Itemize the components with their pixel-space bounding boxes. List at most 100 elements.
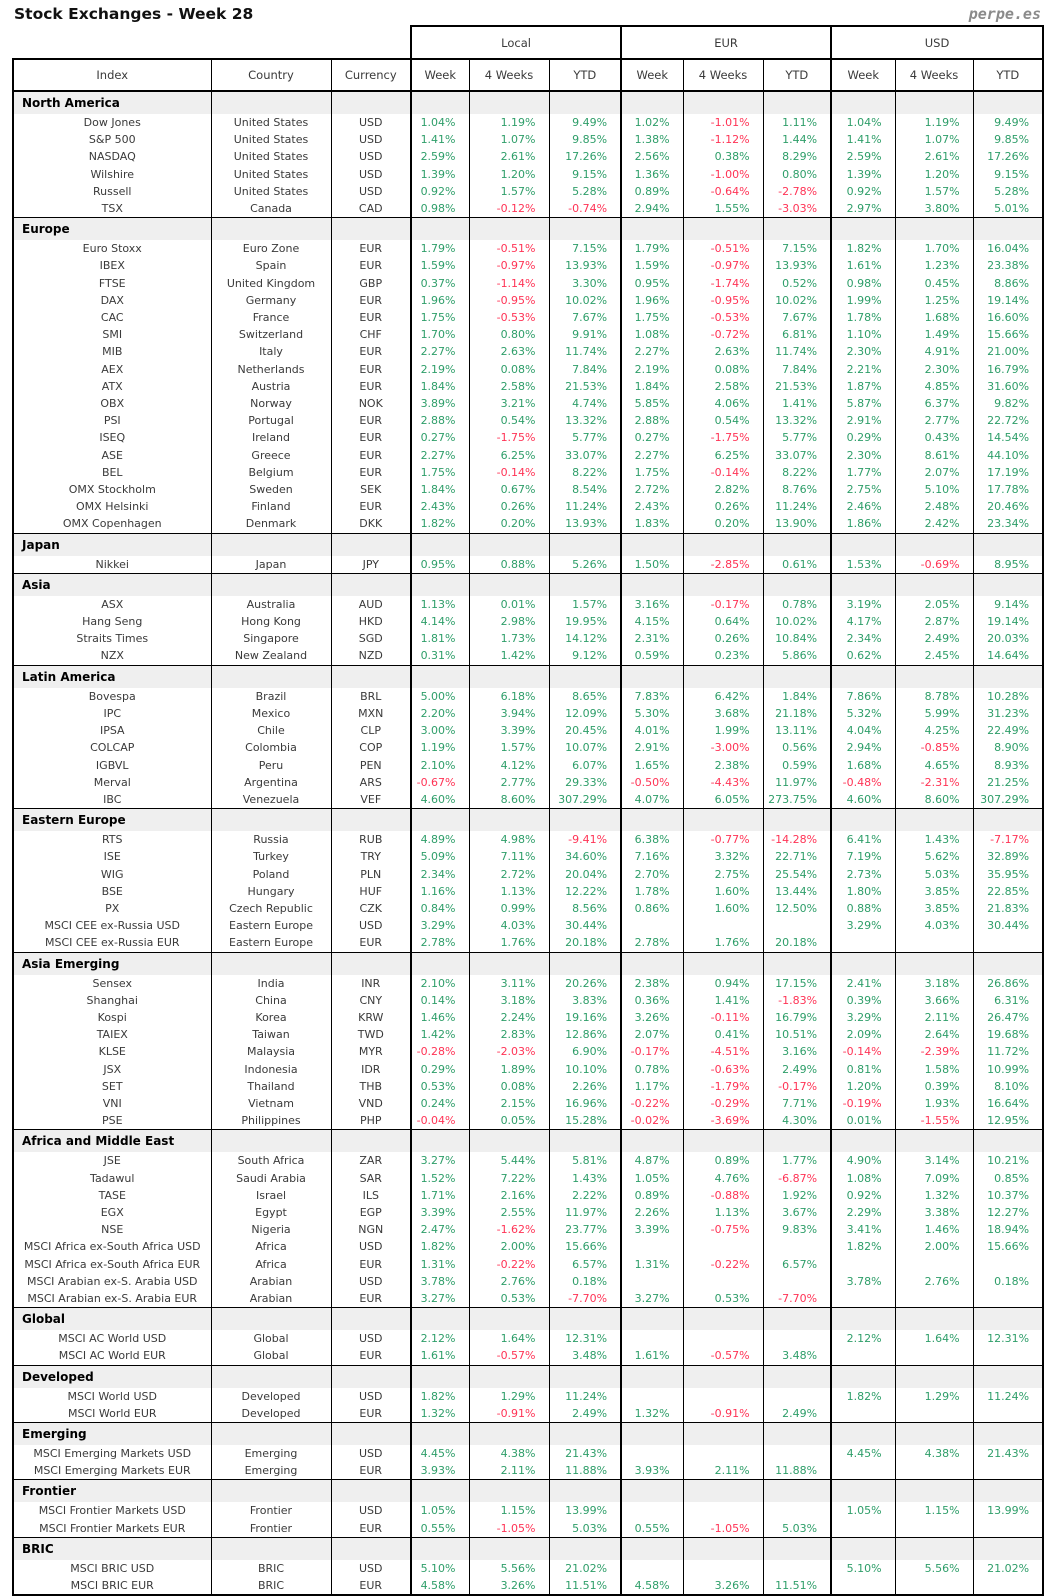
value-cell: 1.42% xyxy=(468,647,550,666)
value-cell: 3.14% xyxy=(894,1152,974,1170)
index-cell: PSI xyxy=(12,412,212,430)
value-cell: 4.58% xyxy=(620,1577,684,1596)
section-cell xyxy=(682,1422,764,1445)
currency-cell: USD xyxy=(330,182,412,201)
value-cell: 16.60% xyxy=(972,309,1045,327)
value-cell: 5.03% xyxy=(548,1519,622,1538)
section-cell xyxy=(682,1129,764,1153)
value-cell: 3.89% xyxy=(410,395,470,413)
value-cell: 3.29% xyxy=(830,1008,896,1027)
value-cell xyxy=(682,1387,764,1405)
value-cell: -2.78% xyxy=(762,182,832,201)
country-cell: India xyxy=(210,974,332,992)
value-cell: 3.00% xyxy=(410,722,470,740)
value-cell: -0.14% xyxy=(682,463,764,482)
section-row: Asia xyxy=(12,572,1045,596)
value-cell: 1.42% xyxy=(410,1026,470,1044)
value-cell: 17.15% xyxy=(762,974,832,992)
value-cell: -3.69% xyxy=(682,1112,764,1130)
section-cell xyxy=(620,1479,684,1503)
value-cell: 5.85% xyxy=(620,395,684,413)
value-cell: 9.82% xyxy=(972,395,1045,413)
currency-cell: EUR xyxy=(330,1289,412,1308)
value-cell: 0.43% xyxy=(894,429,974,447)
section-row: Emerging xyxy=(12,1422,1045,1445)
value-cell: 4.04% xyxy=(830,722,896,740)
section-cell xyxy=(894,1536,974,1560)
value-cell: 10.02% xyxy=(548,291,622,310)
value-cell: 6.57% xyxy=(548,1255,622,1273)
value-cell: 1.17% xyxy=(620,1077,684,1095)
value-cell: 5.00% xyxy=(410,687,470,705)
value-cell: 10.10% xyxy=(548,1060,622,1078)
value-cell: 1.46% xyxy=(894,1221,974,1239)
value-cell: -7.70% xyxy=(762,1289,832,1308)
section-cell xyxy=(330,664,412,688)
section-cell xyxy=(410,217,470,241)
table-row: MSCI CEE ex-Russia USD Eastern Europe USD 3… xyxy=(12,917,1045,935)
value-cell: 4.07% xyxy=(620,790,684,809)
country-cell: Poland xyxy=(210,865,332,883)
currency-cell: EUR xyxy=(330,498,412,516)
index-cell: MSCI BRIC EUR xyxy=(12,1577,212,1596)
value-cell: -0.50% xyxy=(620,773,684,791)
section-cell xyxy=(972,532,1045,556)
value-cell: 2.76% xyxy=(468,1272,550,1290)
value-cell: 3.26% xyxy=(468,1577,550,1596)
section-cell xyxy=(762,664,832,688)
value-cell: -1.74% xyxy=(682,274,764,292)
value-cell: 2.94% xyxy=(830,739,896,757)
value-cell: 14.64% xyxy=(972,647,1045,666)
index-cell: TAIEX xyxy=(12,1026,212,1044)
value-cell: -0.67% xyxy=(410,773,470,791)
value-cell: 1.92% xyxy=(762,1186,832,1204)
value-cell: 0.27% xyxy=(620,429,684,447)
table-row: Wilshire United States USD 1.39% 1.20% 9.15% 1… xyxy=(12,165,1045,183)
value-cell: 1.84% xyxy=(762,687,832,705)
value-cell xyxy=(682,1272,764,1290)
country-cell: Indonesia xyxy=(210,1060,332,1078)
section-title: Japan xyxy=(12,532,212,556)
value-cell: 0.92% xyxy=(830,1186,896,1204)
value-cell: 0.05% xyxy=(468,1112,550,1130)
currency-cell: EUR xyxy=(330,257,412,275)
country-cell: Vietnam xyxy=(210,1094,332,1113)
value-cell: 29.33% xyxy=(548,773,622,791)
value-cell: 11.74% xyxy=(548,343,622,361)
value-cell: 8.54% xyxy=(548,481,622,499)
value-cell: -1.55% xyxy=(894,1112,974,1130)
value-cell: 1.05% xyxy=(830,1502,896,1520)
section-cell xyxy=(972,217,1045,241)
value-cell: -4.51% xyxy=(682,1043,764,1061)
value-cell: 0.67% xyxy=(468,481,550,499)
value-cell: 9.85% xyxy=(548,131,622,149)
value-cell: 6.25% xyxy=(682,446,764,464)
value-cell: -1.05% xyxy=(468,1519,550,1538)
country-cell: South Africa xyxy=(210,1152,332,1170)
section-cell xyxy=(410,1536,470,1560)
country-cell: Saudi Arabia xyxy=(210,1169,332,1187)
value-cell: 4.98% xyxy=(468,831,550,849)
section-cell xyxy=(210,217,332,241)
currency-cell: EUR xyxy=(330,429,412,447)
section-cell xyxy=(972,1364,1045,1388)
value-cell: -0.14% xyxy=(830,1043,896,1061)
value-cell: 15.66% xyxy=(972,1238,1045,1256)
country-cell: Belgium xyxy=(210,463,332,482)
value-cell: 1.13% xyxy=(682,1203,764,1222)
index-cell: MSCI BRIC USD xyxy=(12,1559,212,1578)
value-cell: -0.95% xyxy=(682,291,764,310)
table-row: MSCI BRIC USD BRIC USD 5.10% 5.56% 21.02% 5.10… xyxy=(12,1559,1045,1578)
table-row: Merval Argentina ARS -0.67% 2.77% 29.33% -0.50… xyxy=(12,773,1045,791)
value-cell: 0.01% xyxy=(830,1112,896,1130)
value-cell: 8.86% xyxy=(972,274,1045,292)
index-cell: MSCI Emerging Markets EUR xyxy=(12,1462,212,1480)
index-cell: TASE xyxy=(12,1186,212,1204)
section-cell xyxy=(830,951,896,975)
currency-cell: SGD xyxy=(330,630,412,648)
value-cell: 22.85% xyxy=(972,882,1045,900)
value-cell: 14.12% xyxy=(548,630,622,648)
value-cell: 1.75% xyxy=(620,309,684,327)
value-cell: 7.83% xyxy=(620,687,684,705)
value-cell: 1.83% xyxy=(620,515,684,534)
